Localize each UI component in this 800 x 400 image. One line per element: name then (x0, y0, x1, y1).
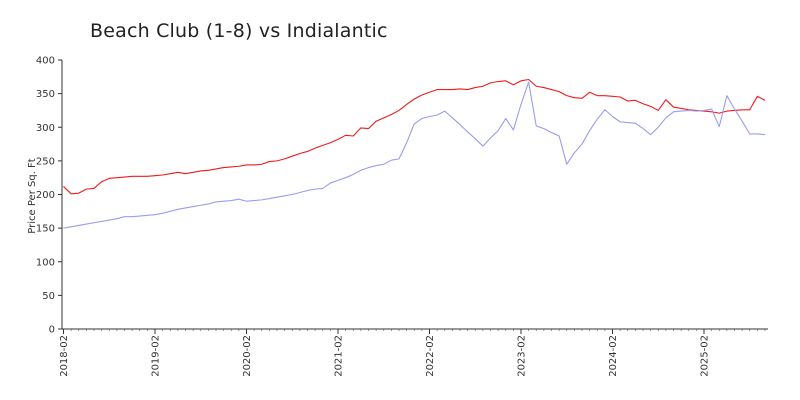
x-tick-label: 2021-02 (334, 335, 345, 377)
x-tick-label: 2023-02 (517, 335, 528, 377)
y-tick-label: 350 (36, 89, 55, 100)
y-tick-label: 150 (36, 224, 55, 235)
chart-title: Beach Club (1-8) vs Indialantic (90, 20, 388, 42)
x-tick-label: 2018-02 (59, 335, 70, 377)
y-tick-label: 50 (42, 291, 55, 302)
x-tick-label: 2025-02 (700, 335, 711, 377)
y-tick-label: 0 (49, 325, 55, 336)
y-tick-label: 200 (36, 190, 55, 201)
x-tick-label: 2020-02 (242, 335, 253, 377)
series-lines (63, 78, 766, 229)
y-axis-label: Price Per Sq. Ft (27, 158, 38, 233)
x-tick-label: 2022-02 (425, 335, 436, 377)
y-tick-label: 100 (36, 257, 55, 268)
axes: 0 50 100 150 200 250 300 350 400 2018-02 2019-02 20… (36, 56, 768, 377)
y-tick-label: 400 (36, 56, 55, 67)
series-line-red (63, 78, 766, 195)
x-tick-label: 2024-02 (608, 335, 619, 377)
x-tick-label: 2019-02 (151, 335, 162, 377)
y-tick-label: 250 (36, 156, 55, 167)
y-tick-label: 300 (36, 123, 55, 134)
series-line-blue (63, 81, 766, 229)
